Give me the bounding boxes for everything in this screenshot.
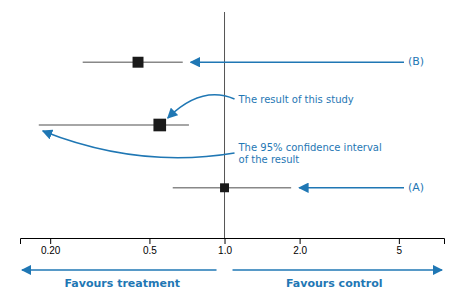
estimate (220, 183, 229, 192)
x-tick-mark (225, 238, 226, 244)
chart: 0.20 0.5 1.0 2.0 5 (B) (A) The result of this s… (0, 0, 474, 296)
direction-label: Favours control (286, 277, 383, 290)
x-tick: 5 (397, 238, 403, 256)
x-tick-mark (149, 238, 150, 244)
x-tick: 1.0 (218, 238, 232, 256)
x-tick: 2.0 (293, 238, 307, 256)
direction-arrow (22, 269, 217, 271)
x-axis: 0.20 0.5 1.0 2.0 5 (21, 238, 445, 256)
row-label: (B) (408, 55, 424, 68)
x-tick-label: 0.20 (41, 245, 61, 256)
ci-line (39, 124, 189, 126)
x-tick-label: 2.0 (293, 245, 307, 256)
x-tick-label: 1.0 (218, 245, 232, 256)
marks (39, 57, 291, 193)
annotations: (B) (A) The result of this study The 95% co… (22, 55, 442, 290)
annotation-arrow (168, 95, 235, 118)
row-arrow (299, 187, 404, 189)
x-tick-mark (50, 238, 51, 244)
row-label: (A) (408, 181, 424, 194)
annotation: The 95% confidence intervalof the result (238, 142, 382, 165)
x-tick-mark (399, 238, 400, 244)
x-tick: 0.5 (143, 238, 157, 256)
annotation-line: of the result (239, 154, 300, 165)
estimate (133, 57, 144, 68)
reference-line (224, 12, 225, 238)
annotation: The result of this study (238, 94, 354, 105)
x-tick-label: 0.5 (143, 245, 157, 256)
annotation-line: The 95% confidence interval (238, 142, 382, 153)
x-tick-mark (300, 238, 301, 244)
estimate (153, 119, 166, 132)
x-tick-label: 5 (397, 245, 403, 256)
direction-label: Favours treatment (65, 277, 181, 290)
row-arrow (191, 61, 404, 63)
annotation-arrow (43, 131, 235, 158)
x-axis-line (21, 239, 445, 245)
x-tick: 0.20 (41, 238, 61, 256)
ci-line (173, 187, 291, 189)
direction-arrow (233, 269, 442, 271)
